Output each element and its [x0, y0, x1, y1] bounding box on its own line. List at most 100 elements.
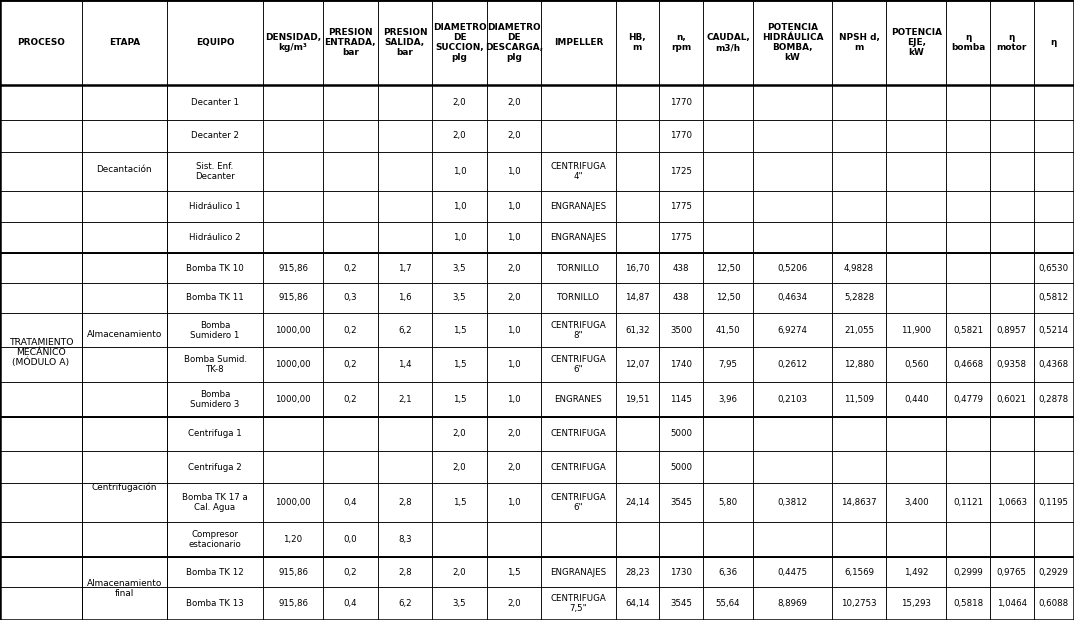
Text: Centrifuga 1: Centrifuga 1 [188, 430, 242, 438]
Text: 41,50: 41,50 [715, 326, 740, 335]
Bar [541, 253, 615, 283]
Text: 1,0: 1,0 [507, 326, 521, 335]
Bar [487, 587, 541, 620]
Bar [541, 120, 615, 153]
Text: Bomba
Sumidero 3: Bomba Sumidero 3 [190, 390, 240, 409]
Text: 12,880: 12,880 [844, 360, 874, 370]
Text: 1,0663: 1,0663 [997, 498, 1027, 507]
Text: 7,95: 7,95 [719, 360, 738, 370]
Bar [1033, 484, 1074, 521]
Bar [831, 451, 886, 484]
Bar [0, 253, 82, 283]
Text: 0,4368: 0,4368 [1039, 360, 1069, 370]
Bar [166, 347, 263, 382]
Bar [0, 313, 82, 347]
Bar [886, 557, 946, 587]
Bar [487, 313, 541, 347]
Text: 0,560: 0,560 [904, 360, 929, 370]
Text: 2,0: 2,0 [453, 430, 466, 438]
Bar [378, 153, 432, 191]
Bar [487, 191, 541, 222]
Bar [487, 382, 541, 417]
Text: 2,0: 2,0 [507, 430, 521, 438]
Text: CENTRIFUGA: CENTRIFUGA [551, 463, 607, 472]
Bar [886, 120, 946, 153]
Bar [323, 557, 378, 587]
Text: 1,0: 1,0 [507, 167, 521, 176]
Bar [753, 283, 831, 313]
Bar [82, 0, 166, 85]
Bar [1033, 0, 1074, 85]
Text: ENGRANAJES: ENGRANAJES [550, 202, 607, 211]
Text: 1,0: 1,0 [507, 202, 521, 211]
Text: 1,0: 1,0 [507, 233, 521, 242]
Bar [702, 347, 753, 382]
Text: 0,4: 0,4 [344, 599, 358, 608]
Text: 0,3812: 0,3812 [778, 498, 808, 507]
Bar [82, 253, 166, 283]
Text: 0,2999: 0,2999 [954, 568, 983, 577]
Bar [753, 85, 831, 120]
Bar [166, 0, 263, 85]
Text: 6,1569: 6,1569 [844, 568, 874, 577]
Text: 0,8957: 0,8957 [997, 326, 1027, 335]
Bar [702, 283, 753, 313]
Bar [541, 417, 615, 451]
Bar [946, 120, 990, 153]
Text: CENTRIFUGA
7,5": CENTRIFUGA 7,5" [551, 594, 607, 613]
Text: 2,0: 2,0 [507, 98, 521, 107]
Text: CENTRIFUGA
6": CENTRIFUGA 6" [551, 493, 607, 512]
Text: 2,0: 2,0 [507, 463, 521, 472]
Bar [263, 521, 323, 557]
Bar [323, 153, 378, 191]
Bar [753, 0, 831, 85]
Bar [831, 484, 886, 521]
Bar [659, 222, 702, 253]
Bar [0, 382, 82, 417]
Text: 1,0: 1,0 [507, 360, 521, 370]
Bar [378, 191, 432, 222]
Text: 2,8: 2,8 [398, 498, 411, 507]
Bar [886, 253, 946, 283]
Bar [831, 587, 886, 620]
Bar [659, 153, 702, 191]
Text: 12,07: 12,07 [625, 360, 650, 370]
Bar [831, 0, 886, 85]
Bar [615, 417, 659, 451]
Bar [990, 313, 1033, 347]
Text: 14,8637: 14,8637 [841, 498, 876, 507]
Bar [378, 222, 432, 253]
Bar [886, 191, 946, 222]
Bar [702, 557, 753, 587]
Text: 0,9765: 0,9765 [997, 568, 1027, 577]
Bar [615, 0, 659, 85]
Bar [82, 313, 166, 347]
Text: 0,2103: 0,2103 [778, 395, 808, 404]
Bar [432, 382, 487, 417]
Bar [323, 347, 378, 382]
Bar [541, 283, 615, 313]
Bar [615, 120, 659, 153]
Text: TORNILLO: TORNILLO [557, 293, 600, 303]
Bar [82, 85, 166, 120]
Text: 61,32: 61,32 [625, 326, 650, 335]
Text: POTENCIA
EJE,
kW: POTENCIA EJE, kW [890, 28, 942, 57]
Bar [946, 253, 990, 283]
Text: 0,2612: 0,2612 [778, 360, 808, 370]
Bar [831, 222, 886, 253]
Text: TRATAMIENTO
MECÁNICO
(MÓDULO A): TRATAMIENTO MECÁNICO (MÓDULO A) [9, 338, 73, 367]
Text: 438: 438 [672, 264, 690, 273]
Text: 1775: 1775 [670, 233, 692, 242]
Bar [946, 451, 990, 484]
Text: 5000: 5000 [670, 463, 692, 472]
Bar [263, 382, 323, 417]
Bar [432, 253, 487, 283]
Bar [323, 521, 378, 557]
Bar [946, 382, 990, 417]
Text: 1740: 1740 [670, 360, 692, 370]
Text: 3,5: 3,5 [453, 599, 466, 608]
Text: PROCESO: PROCESO [17, 38, 64, 47]
Bar [263, 120, 323, 153]
Text: 0,5818: 0,5818 [953, 599, 983, 608]
Bar [886, 153, 946, 191]
